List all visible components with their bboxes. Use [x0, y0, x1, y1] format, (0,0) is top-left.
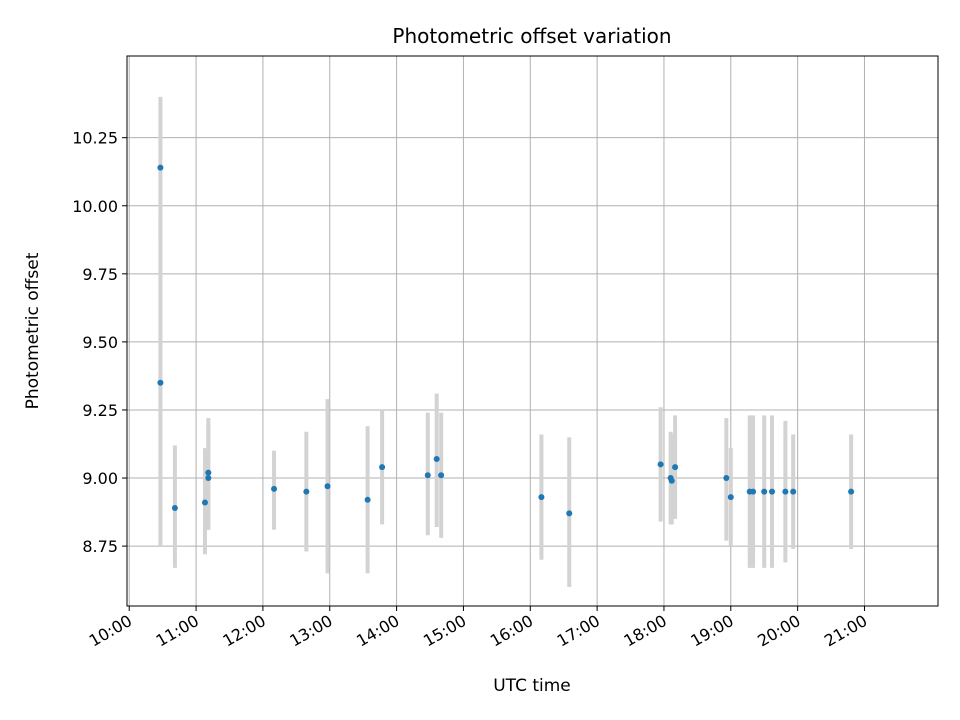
data-point	[303, 488, 310, 495]
y-tick-label: 9.50	[82, 333, 118, 352]
y-tick-label: 10.25	[72, 129, 118, 148]
data-point	[201, 499, 208, 506]
data-point	[424, 472, 431, 479]
data-point	[538, 494, 545, 501]
data-point	[157, 164, 164, 171]
y-tick-label: 10.00	[72, 197, 118, 216]
chart-title: Photometric offset variation	[392, 24, 671, 48]
data-point	[379, 464, 386, 471]
data-point	[657, 461, 664, 468]
data-point	[157, 379, 164, 386]
plot-area-frame	[126, 55, 939, 607]
data-point	[672, 464, 679, 471]
data-point	[433, 455, 440, 462]
data-point	[566, 510, 573, 517]
data-point	[205, 475, 212, 482]
data-points	[157, 164, 855, 517]
y-tick-label: 8.75	[82, 537, 118, 556]
data-point	[205, 469, 212, 476]
y-tick-label: 9.00	[82, 469, 118, 488]
y-tick-label: 9.25	[82, 401, 118, 420]
data-point	[364, 496, 371, 503]
y-axis-label: Photometric offset	[23, 252, 43, 409]
grid-lines	[127, 56, 938, 606]
data-point	[723, 475, 730, 482]
data-point	[727, 494, 734, 501]
data-point	[761, 488, 768, 495]
data-point	[324, 483, 331, 490]
data-point	[271, 485, 278, 492]
x-axis-label: UTC time	[493, 676, 571, 696]
data-point	[668, 477, 675, 484]
y-axis-ticks: 8.75 9.00 9.25 9.50 9.75 10.00 10.25	[72, 129, 127, 556]
data-point	[790, 488, 797, 495]
data-point	[782, 488, 789, 495]
data-point	[769, 488, 776, 495]
data-point	[750, 488, 757, 495]
data-point	[438, 472, 445, 479]
data-point	[171, 504, 178, 511]
data-point	[848, 488, 855, 495]
y-tick-label: 9.75	[82, 265, 118, 284]
